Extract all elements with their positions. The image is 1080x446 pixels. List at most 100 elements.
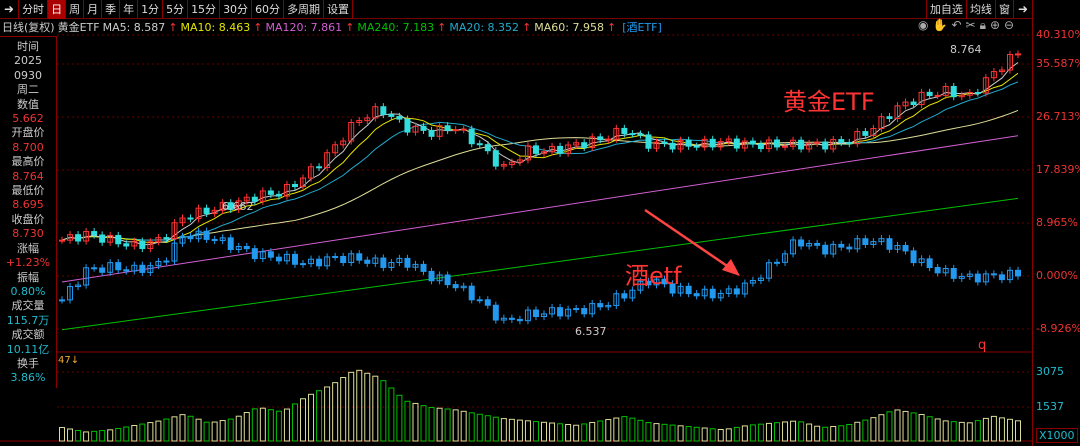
volume-bar [645, 422, 652, 442]
liquor-candle [749, 280, 756, 284]
liquor-candle [862, 238, 869, 245]
window-button[interactable]: 窗 [994, 0, 1013, 19]
liquor-candle [139, 264, 146, 273]
period-tab[interactable]: 多周期 [284, 0, 325, 19]
volume-bar [283, 408, 290, 442]
gold-candle [541, 151, 548, 154]
arrow-up-icon: ↑ [522, 21, 532, 34]
liquor-candle [444, 274, 451, 286]
info-label: 周二 [17, 83, 39, 97]
hand-icon[interactable]: ✋ [932, 18, 948, 32]
period-tab[interactable]: 30分 [220, 0, 253, 19]
overlay-label[interactable]: [酒ETF] [622, 21, 662, 34]
liquor-candle [516, 318, 523, 322]
gold-candle [589, 136, 596, 148]
volume-bar [918, 414, 925, 442]
liquor-candle [211, 238, 218, 242]
gold-candle [195, 207, 202, 220]
volume-bar [693, 426, 700, 442]
collapse-icon[interactable]: ➜ [0, 0, 20, 19]
liquor-candle [629, 289, 636, 299]
ma-value: MA5: 8.587 [102, 21, 166, 34]
liquor-candle [59, 299, 65, 302]
gold-candle [356, 120, 363, 124]
volume-bar [661, 423, 668, 442]
liquor-candle [404, 257, 411, 268]
gold-candle [107, 234, 114, 243]
period-tab[interactable]: 1分 [138, 0, 164, 19]
gold-candle [460, 128, 467, 131]
volume-bar [476, 413, 483, 442]
volume-bar [524, 420, 531, 442]
ma-legend: 日线(复权) 黄金ETF MA5: 8.587 ↑ MA10: 8.463 ↑ MA120:… [2, 20, 665, 35]
expand-icon[interactable]: ➜ [1012, 0, 1032, 19]
liquor-candle [356, 253, 363, 261]
volume-bar [139, 423, 146, 442]
gold-candle [717, 141, 724, 148]
zoom-in-icon[interactable]: ⊕ [989, 18, 1001, 32]
liquor-candle [460, 285, 467, 289]
gold-candle [557, 145, 564, 154]
period-tab[interactable]: 周 [66, 0, 85, 19]
period-tab[interactable]: 日 [48, 0, 67, 19]
undo-icon[interactable]: ↶ [951, 18, 962, 32]
period-tab[interactable]: 季 [102, 0, 121, 19]
liquor-candle [259, 251, 266, 260]
info-value: 10.11亿 [6, 342, 50, 356]
gold-candle [637, 133, 644, 136]
period-tab[interactable]: 设置 [324, 0, 354, 19]
volume-bar [581, 423, 588, 442]
gold-candle [693, 145, 700, 148]
scissors-icon[interactable]: ✂ [965, 18, 976, 32]
volume-bar [942, 420, 949, 442]
gold-candle [862, 131, 869, 136]
volume-bar [557, 423, 564, 442]
volume-bar [291, 403, 298, 442]
period-tab[interactable]: 年 [120, 0, 139, 19]
volume-bar [300, 398, 307, 442]
ma-button[interactable]: 均线 [965, 0, 995, 19]
gold-candle [396, 115, 403, 120]
gold-candle [597, 136, 604, 141]
liquor-candle [147, 265, 154, 273]
liquor-candle [693, 293, 700, 297]
gold-candle [316, 166, 323, 169]
eye-icon[interactable]: ◉ [918, 18, 929, 32]
y-tick: 8.965% [1036, 216, 1078, 229]
volume-bar [806, 423, 813, 442]
volume-bar [725, 428, 732, 442]
liquor-candle [942, 268, 949, 274]
gold-candle [854, 131, 861, 145]
volume-bar [412, 402, 419, 442]
period-tab[interactable]: 月 [84, 0, 103, 19]
gold-candle [380, 106, 387, 116]
volume-bar [902, 410, 909, 442]
y-tick: 0.000% [1036, 269, 1078, 282]
liquor-candle [782, 253, 789, 263]
gold-candle [798, 139, 805, 150]
liquor-candle [838, 243, 845, 248]
volume-bar [75, 429, 82, 442]
zoom-out-icon[interactable]: ⊖ [1004, 18, 1015, 32]
liquor-candle [581, 308, 588, 315]
period-tab[interactable]: 5分 [163, 0, 189, 19]
arrow-up-icon: ↑ [168, 21, 178, 34]
y-tick: 17.839% [1036, 163, 1080, 176]
volume-bar [717, 428, 724, 442]
gold-candle [139, 240, 146, 250]
liquor-candle [798, 239, 805, 247]
period-tab[interactable]: 分时 [19, 0, 49, 19]
period-tab[interactable]: 60分 [252, 0, 285, 19]
gold-candle [131, 240, 138, 247]
liquor-candle [243, 245, 250, 250]
gold-candle [123, 243, 130, 247]
liquor-candle [541, 313, 548, 318]
info-value: 8.700 [12, 140, 44, 154]
liquor-candle [235, 245, 242, 251]
lock-icon[interactable]: 🔒︎ [979, 18, 986, 32]
add-watchlist-button[interactable]: 加自选 [925, 0, 966, 19]
gold-candle [677, 139, 684, 150]
gold-candle [990, 71, 997, 79]
period-tab[interactable]: 15分 [188, 0, 221, 19]
